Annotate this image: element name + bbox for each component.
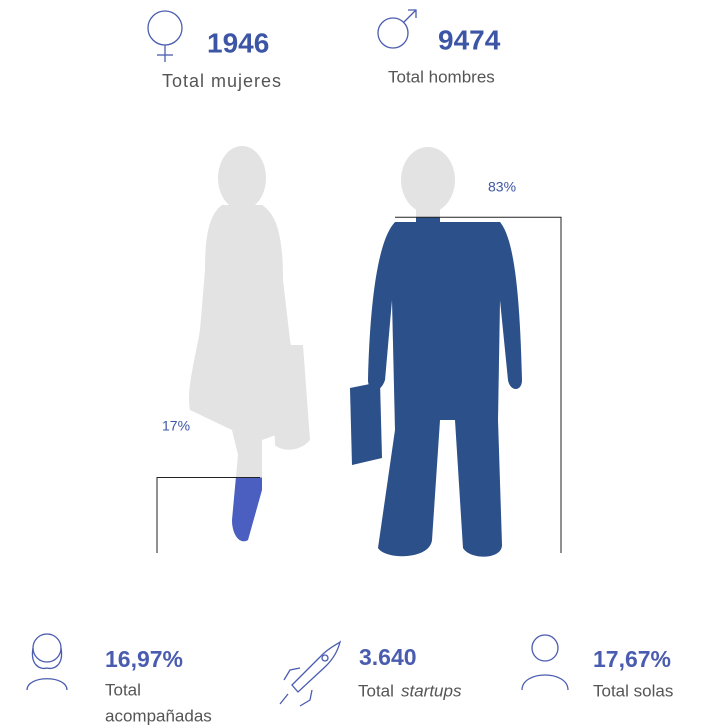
male-symbol <box>378 10 416 48</box>
male-label: Total hombres <box>388 67 495 86</box>
stat-value: 3.640 <box>359 644 417 670</box>
woman-icon <box>27 634 67 690</box>
stat-label: Total <box>358 681 394 700</box>
stat-label: Total <box>105 680 141 699</box>
male-total: 9474 <box>438 24 501 55</box>
rocket-icon <box>280 642 340 706</box>
female-total: 1946 <box>207 27 269 58</box>
female-symbol <box>148 11 182 62</box>
female-label: Total mujeres <box>162 71 282 91</box>
stat-value: 16,97% <box>105 646 183 672</box>
stat-label: Total solas <box>593 681 673 700</box>
stat-label: acompañadas <box>105 706 212 725</box>
page: 1946 Total mujeres 9474 Total hombres 17… <box>0 0 709 728</box>
percent-label: 83% <box>488 179 516 195</box>
stat-value: 17,67% <box>593 646 671 672</box>
stat-label: startups <box>401 681 462 700</box>
infographic: 1946 Total mujeres 9474 Total hombres 17… <box>0 0 709 728</box>
person-icon <box>522 635 568 690</box>
percent-label: 17% <box>162 418 190 434</box>
